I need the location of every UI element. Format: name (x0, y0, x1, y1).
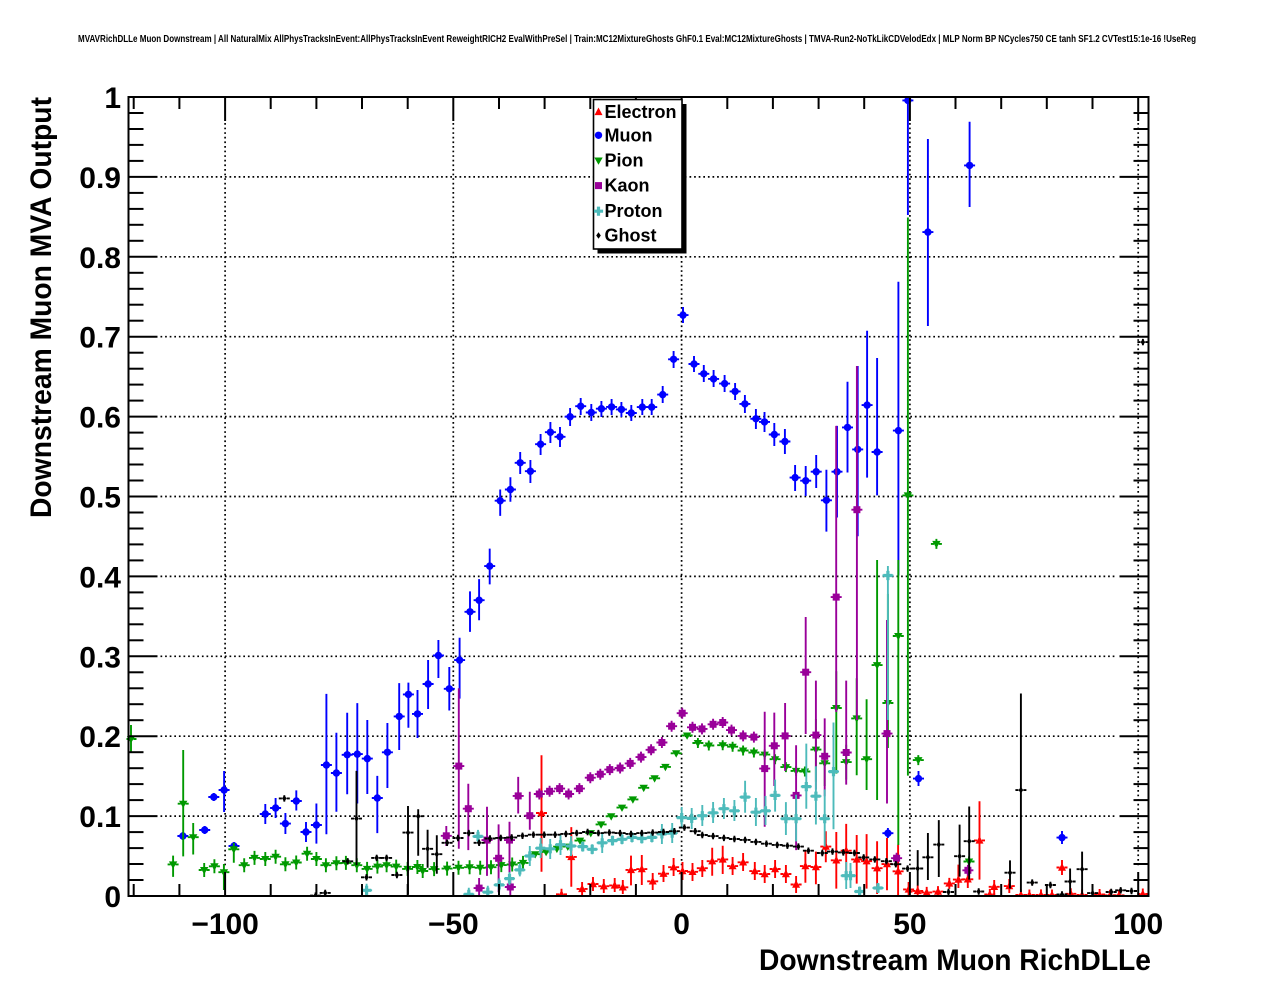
svg-text:Electron: Electron (605, 102, 677, 122)
svg-text:0.7: 0.7 (79, 322, 121, 355)
svg-text:50: 50 (893, 908, 926, 941)
svg-text:0.8: 0.8 (79, 242, 121, 275)
svg-text:0.1: 0.1 (79, 801, 121, 834)
svg-text:100: 100 (1113, 908, 1163, 941)
svg-text:Pion: Pion (605, 151, 644, 171)
svg-text:Muon: Muon (605, 125, 653, 145)
svg-text:Ghost: Ghost (605, 226, 657, 246)
svg-text:0.2: 0.2 (79, 721, 121, 754)
svg-text:−100: −100 (191, 908, 259, 941)
svg-text:Downstream Muon MVA Output: Downstream Muon MVA Output (25, 97, 58, 518)
svg-text:0: 0 (673, 908, 690, 941)
svg-text:0.3: 0.3 (79, 641, 121, 674)
svg-text:0.5: 0.5 (79, 482, 121, 515)
svg-text:0: 0 (104, 881, 121, 914)
svg-text:Kaon: Kaon (605, 176, 650, 196)
svg-text:−50: −50 (428, 908, 479, 941)
svg-text:0.6: 0.6 (79, 402, 121, 435)
svg-text:Downstream Muon RichDLLe: Downstream Muon RichDLLe (759, 944, 1151, 977)
svg-text:0.9: 0.9 (79, 162, 121, 195)
svg-text:Proton: Proton (605, 201, 663, 221)
svg-text:MVAVRichDLLe Muon Downstream |: MVAVRichDLLe Muon Downstream | All Natur… (78, 33, 1196, 45)
svg-text:1: 1 (104, 82, 121, 115)
svg-text:0.4: 0.4 (79, 561, 121, 594)
